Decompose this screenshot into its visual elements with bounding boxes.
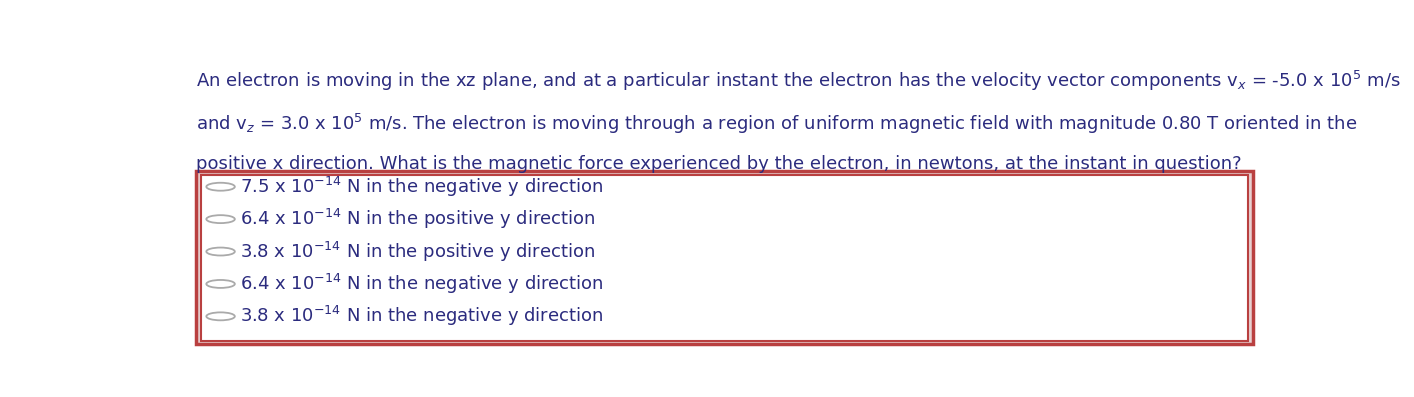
Circle shape [206,183,235,191]
Text: 6.4 x 10$^{-14}$ N in the negative y direction: 6.4 x 10$^{-14}$ N in the negative y dir… [240,272,604,296]
FancyBboxPatch shape [197,172,1253,344]
Text: 3.8 x 10$^{-14}$ N in the positive y direction: 3.8 x 10$^{-14}$ N in the positive y dir… [240,239,595,264]
FancyBboxPatch shape [201,175,1249,341]
Text: An electron is moving in the xz plane, and at a particular instant the electron : An electron is moving in the xz plane, a… [197,69,1401,93]
Circle shape [206,215,235,223]
Circle shape [206,248,235,256]
Text: 6.4 x 10$^{-14}$ N in the positive y direction: 6.4 x 10$^{-14}$ N in the positive y dir… [240,207,595,231]
Text: 7.5 x 10$^{-14}$ N in the negative y direction: 7.5 x 10$^{-14}$ N in the negative y dir… [240,175,604,199]
Circle shape [206,280,235,288]
Text: 3.8 x 10$^{-14}$ N in the negative y direction: 3.8 x 10$^{-14}$ N in the negative y dir… [240,304,604,328]
Text: and v$_{z}$ = 3.0 x 10$^{5}$ m/s. The electron is moving through a region of uni: and v$_{z}$ = 3.0 x 10$^{5}$ m/s. The el… [197,112,1357,136]
Circle shape [206,312,235,320]
Text: positive x direction. What is the magnetic force experienced by the electron, in: positive x direction. What is the magnet… [197,155,1241,173]
